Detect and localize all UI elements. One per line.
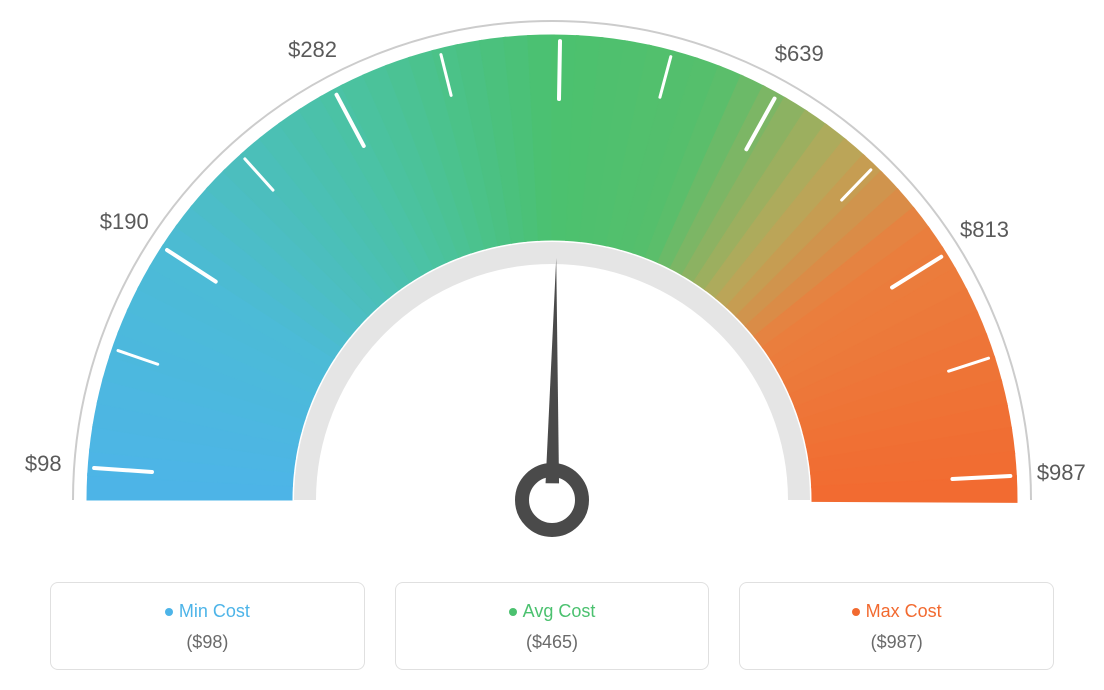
legend-max-value: ($987) [760,632,1033,653]
legend-min-value: ($98) [71,632,344,653]
legend-min-dot [165,608,173,616]
legend-max-label: Max Cost [760,601,1033,622]
tick-label: $987 [1037,460,1086,486]
legend-avg-value: ($465) [416,632,689,653]
legend-avg-dot [509,608,517,616]
tick-label: $282 [288,37,337,63]
tick-label: $465 [536,0,585,3]
legend-row: Min Cost ($98) Avg Cost ($465) Max Cost … [50,582,1054,670]
legend-min-label: Min Cost [71,601,344,622]
legend-avg-label: Avg Cost [416,601,689,622]
gauge-svg [0,0,1104,560]
legend-min-text: Min Cost [179,601,250,621]
legend-min: Min Cost ($98) [50,582,365,670]
tick-label: $639 [775,41,824,67]
legend-max-text: Max Cost [866,601,942,621]
legend-max: Max Cost ($987) [739,582,1054,670]
tick-label: $190 [100,209,149,235]
legend-avg-text: Avg Cost [523,601,596,621]
cost-gauge-chart: { "gauge": { "type": "gauge", "center_x"… [0,0,1104,690]
tick-label: $813 [960,217,1009,243]
gauge-area: $98 $190 $282 $465 $639 $813 $987 [0,0,1104,560]
tick-label: $98 [25,451,62,477]
legend-avg: Avg Cost ($465) [395,582,710,670]
legend-max-dot [852,608,860,616]
